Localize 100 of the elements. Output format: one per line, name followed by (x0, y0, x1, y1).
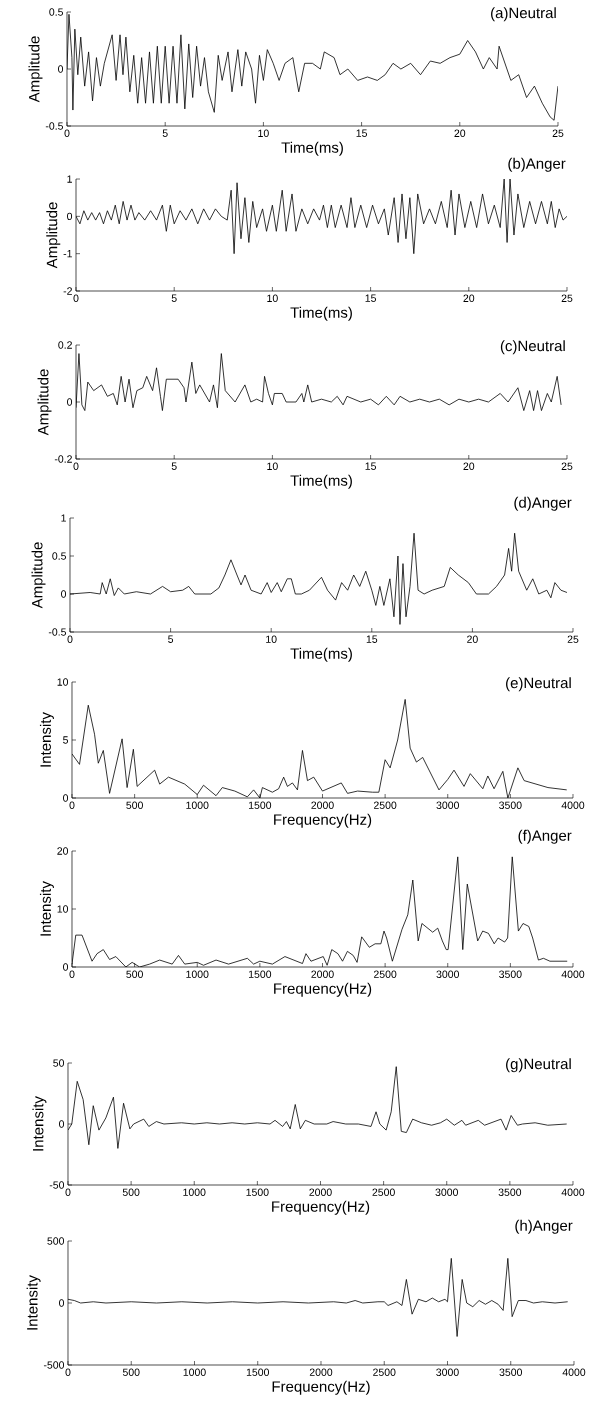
x-tick-label: 15 (365, 294, 376, 302)
x-tick-label: 5 (171, 294, 177, 302)
chart-title: (d)Anger (514, 496, 572, 511)
x-tick-label: 3000 (436, 801, 459, 809)
x-tick-label: 2000 (311, 970, 334, 978)
x-tick-label: 500 (122, 1368, 140, 1376)
y-tick-label: -1 (63, 250, 72, 258)
x-tick-label: 1000 (186, 801, 209, 809)
x-tick-label: 1500 (248, 970, 272, 978)
x-tick-label: 2000 (309, 1368, 333, 1376)
y-axis-title: Amplitude (37, 369, 52, 436)
y-tick-label: -500 (43, 1361, 65, 1369)
x-axis-title: Frequency(Hz) (272, 1200, 370, 1215)
x-tick-label: 20 (463, 294, 475, 302)
y-axis-title: Intensity (39, 712, 54, 767)
x-axis-title: Time(ms) (281, 141, 343, 156)
x-tick-label: 5 (162, 129, 168, 137)
x-axis-title: Time(ms) (290, 647, 352, 662)
x-tick-label: 4000 (562, 1368, 586, 1376)
x-tick-label: 20 (467, 635, 478, 643)
y-tick-label: 0 (59, 1299, 65, 1307)
x-tick-label: 20 (454, 129, 466, 137)
x-tick-label: 500 (126, 801, 143, 809)
y-tick-label: 500 (47, 1237, 65, 1245)
x-tick-label: 5 (168, 635, 174, 643)
x-tick-label: 4000 (561, 1188, 585, 1196)
y-axis-title: Amplitude (31, 542, 46, 609)
x-tick-label: 2500 (373, 970, 397, 978)
y-tick-label: 1 (61, 514, 66, 522)
y-tick-label: 0 (59, 1120, 65, 1128)
chart-title: (b)Anger (508, 157, 566, 172)
x-tick-label: 5 (171, 462, 177, 470)
x-tick-label: 3500 (499, 970, 522, 978)
y-tick-label: 20 (57, 847, 69, 855)
x-tick-label: 10 (267, 462, 278, 470)
x-tick-label: 2500 (373, 801, 397, 809)
chart-title: (c)Neutral (500, 340, 565, 355)
x-tick-label: 1500 (246, 1368, 270, 1376)
y-tick-label: 10 (57, 905, 69, 913)
x-axis-title: Time(ms) (290, 306, 352, 321)
x-tick-label: 2500 (373, 1368, 396, 1376)
x-tick-label: 15 (366, 635, 378, 643)
x-tick-label: 15 (365, 462, 376, 470)
chart-title: (f)Anger (518, 829, 572, 844)
x-tick-label: 1500 (246, 1188, 269, 1196)
chart-title: (e)Neutral (506, 677, 571, 692)
y-axis-title: Intensity (32, 1096, 47, 1151)
x-tick-label: 1000 (183, 1368, 206, 1376)
y-tick-label: -0.5 (45, 122, 64, 130)
x-axis-title: Frequency(Hz) (272, 1380, 370, 1395)
x-tick-label: 0 (73, 294, 79, 302)
y-tick-label: 10 (57, 678, 69, 686)
x-axis-title: Frequency(Hz) (274, 813, 372, 828)
chart-title: (a)Neutral (491, 7, 556, 22)
x-tick-label: 0 (73, 462, 79, 470)
y-tick-label: 0.5 (49, 8, 64, 16)
x-tick-label: 4000 (561, 801, 585, 809)
x-tick-label: 10 (266, 635, 277, 643)
x-tick-label: 2000 (311, 801, 334, 809)
x-tick-label: 25 (561, 294, 573, 302)
x-tick-label: 25 (567, 635, 579, 643)
x-tick-label: 2500 (372, 1188, 395, 1196)
y-tick-label: 1 (67, 175, 72, 183)
chart-title: (h)Anger (515, 1219, 573, 1234)
x-tick-label: 500 (122, 1188, 140, 1196)
y-tick-label: -50 (49, 1181, 65, 1189)
x-tick-label: 10 (258, 129, 269, 137)
y-tick-label: 0 (61, 590, 67, 598)
y-tick-label: 5 (63, 736, 69, 744)
y-axis-title: Intensity (39, 881, 54, 936)
y-axis-title: Amplitude (28, 36, 43, 103)
x-tick-label: 3000 (436, 1368, 459, 1376)
x-tick-label: 10 (267, 294, 278, 302)
y-tick-label: 0.5 (52, 552, 67, 560)
x-tick-label: 500 (126, 970, 143, 978)
x-tick-label: 20 (463, 462, 475, 470)
y-tick-label: 0 (63, 963, 69, 971)
y-tick-label: 50 (53, 1059, 65, 1067)
x-tick-label: 3500 (498, 1188, 522, 1196)
x-tick-label: 3500 (499, 801, 522, 809)
x-tick-label: 4000 (561, 970, 585, 978)
y-tick-label: -2 (63, 287, 72, 295)
y-tick-label: 0 (67, 398, 73, 406)
y-tick-label: -0.5 (48, 628, 67, 636)
x-tick-label: 3000 (436, 970, 459, 978)
x-tick-label: 25 (561, 462, 573, 470)
y-tick-label: 0.2 (58, 341, 72, 349)
y-tick-label: 0 (63, 794, 69, 802)
y-tick-label: 0 (58, 65, 64, 73)
y-axis-title: Intensity (26, 1275, 41, 1330)
x-axis-title: Frequency(Hz) (274, 982, 372, 997)
y-tick-label: -0.2 (54, 455, 72, 463)
x-tick-label: 1000 (183, 1188, 206, 1196)
x-tick-label: 3000 (435, 1188, 459, 1196)
chart-title: (g)Neutral (506, 1058, 571, 1073)
x-tick-label: 15 (356, 129, 367, 137)
x-tick-label: 3500 (499, 1368, 523, 1376)
y-axis-title: Amplitude (46, 202, 61, 269)
y-tick-label: 0 (67, 212, 73, 221)
x-tick-label: 1500 (248, 801, 272, 809)
